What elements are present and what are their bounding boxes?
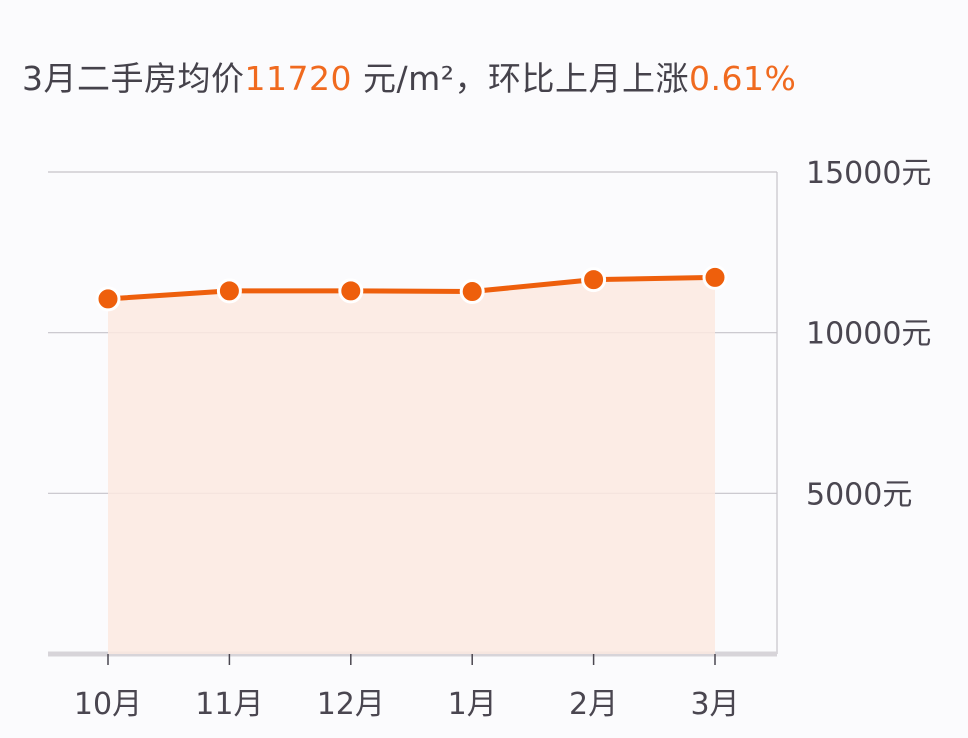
- x-axis-ticks: 10月 11月 12月 1月 2月 3月: [74, 654, 740, 722]
- x-tick-label: 1月: [448, 687, 497, 722]
- x-tick-label: 10月: [74, 687, 142, 722]
- point-layer: [95, 264, 728, 312]
- title-price: 11720: [244, 59, 352, 98]
- data-point: [95, 286, 121, 312]
- data-point: [702, 264, 728, 290]
- data-point: [338, 278, 364, 304]
- data-point: [581, 267, 607, 293]
- y-tick-label: 10000元: [806, 317, 931, 352]
- data-point: [216, 278, 242, 304]
- y-axis-ticks: 15000元 10000元 5000元: [806, 156, 931, 512]
- series-line: [107, 274, 716, 302]
- x-tick-label: 3月: [690, 687, 739, 722]
- line-layer: [107, 274, 716, 302]
- y-tick-label: 15000元: [806, 156, 931, 191]
- title-prefix: 3月二手房均价: [22, 59, 245, 98]
- title-change: 0.61%: [688, 59, 797, 98]
- x-tick-label: 12月: [317, 687, 385, 722]
- chart-title: 3月二手房均价11720 元/m²，环比上月上涨0.61%: [22, 52, 796, 100]
- y-tick-label: 5000元: [806, 477, 912, 512]
- title-unit: 元/m²，环比上月上涨: [351, 59, 689, 98]
- data-point: [459, 279, 485, 305]
- area-layer: [108, 277, 715, 654]
- area-fill: [108, 277, 715, 654]
- x-tick-label: 2月: [569, 687, 618, 722]
- x-tick-label: 11月: [195, 687, 263, 722]
